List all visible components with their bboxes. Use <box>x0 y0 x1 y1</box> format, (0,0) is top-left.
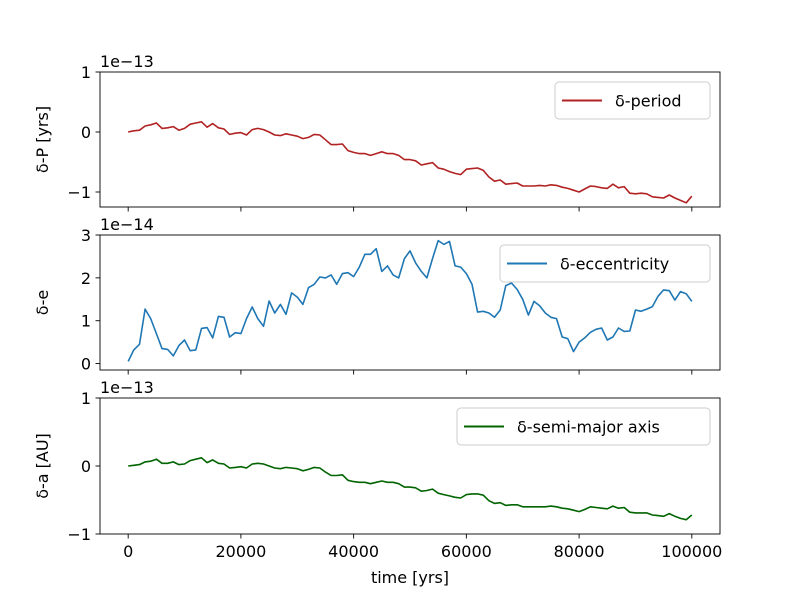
axes-frame <box>99 71 721 208</box>
legend: δ-eccentricity <box>499 244 711 283</box>
y-tick-label: 3 <box>81 226 91 245</box>
x-tick-label: 20000 <box>215 542 266 561</box>
y-axis-label: δ-a [AU] <box>33 433 52 499</box>
panel-3: 1 0 −1 0 20000 40000 60000 80000 100000 1e−13 δ-a … <box>33 378 722 587</box>
axis-offset-label: 1e−14 <box>100 215 154 234</box>
x-tick-label: 60000 <box>441 542 492 561</box>
series-line-1 <box>128 121 693 204</box>
y-tick-label: 0 <box>81 123 91 142</box>
y-axis-label: δ-e <box>33 290 52 315</box>
x-tick-label: 100000 <box>661 542 722 561</box>
x-axis-label: time [yrs] <box>371 568 449 587</box>
axis-offset-label: 1e−13 <box>100 52 154 71</box>
legend-box <box>499 244 711 283</box>
series-line-1 <box>128 456 693 521</box>
y-tick-label: 1 <box>81 389 91 408</box>
x-tick-label: 0 <box>123 542 133 561</box>
y-tick-label: 1 <box>81 63 91 82</box>
legend-box <box>456 407 711 446</box>
legend-label: δ-eccentricity <box>560 255 669 274</box>
legend-label: δ-semi-major axis <box>517 418 660 437</box>
axis-offset-label: 1e−13 <box>100 378 154 397</box>
legend: δ-semi-major axis <box>456 407 711 446</box>
y-tick-label: 1 <box>81 312 91 331</box>
y-axis-label: δ-P [yrs] <box>33 106 52 173</box>
y-tick-label: 2 <box>81 269 91 288</box>
x-tick-label: 80000 <box>554 542 605 561</box>
axes-frame <box>99 234 721 371</box>
series-line-1 <box>127 239 693 362</box>
x-tick-label: 40000 <box>328 542 379 561</box>
y-tick-label: 0 <box>81 457 91 476</box>
y-tick-label: 0 <box>81 355 91 374</box>
y-tick-label: −1 <box>67 525 91 544</box>
panel-2: 3 2 1 0 1e−14 δ-e δ-eccentricity <box>33 215 721 375</box>
y-tick-label: −1 <box>67 183 91 202</box>
legend-box <box>554 81 711 120</box>
panel-1: 1 0 −1 1e−13 δ-P [yrs] δ-period <box>33 52 721 212</box>
legend: δ-period <box>554 81 711 120</box>
legend-label: δ-period <box>615 92 682 111</box>
